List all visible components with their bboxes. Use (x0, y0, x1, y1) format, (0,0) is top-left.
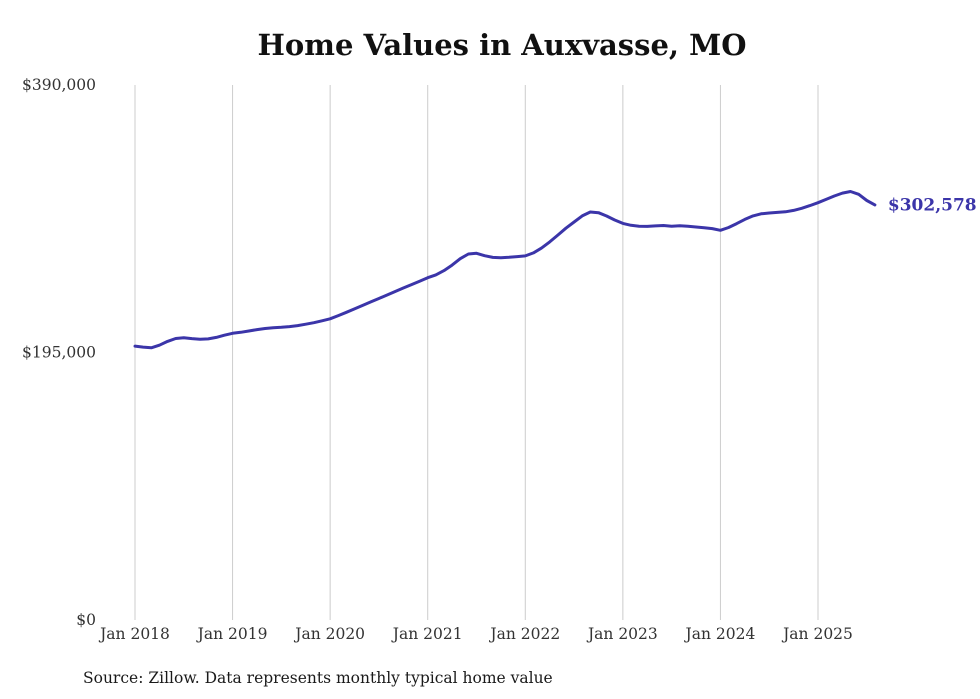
y-axis-labels: $0 $195,000 $390,000 (22, 76, 96, 629)
x-tick-label: Jan 2020 (293, 625, 365, 643)
x-tick-label: Jan 2018 (98, 625, 170, 643)
x-tick-label: Jan 2023 (586, 625, 658, 643)
chart-title: Home Values in Auxvasse, MO (258, 28, 747, 62)
y-tick-label: $0 (76, 611, 96, 629)
y-tick-label: $390,000 (22, 76, 96, 94)
x-tick-label: Jan 2025 (781, 625, 853, 643)
y-tick-label: $195,000 (22, 344, 96, 362)
x-tick-label: Jan 2024 (684, 625, 756, 643)
end-value-label: $302,578 (888, 195, 977, 215)
x-tick-label: Jan 2019 (196, 625, 268, 643)
source-note: Source: Zillow. Data represents monthly … (83, 669, 553, 687)
x-tick-label: Jan 2022 (488, 625, 560, 643)
home-value-line (133, 190, 877, 350)
x-tick-label: Jan 2021 (391, 625, 463, 643)
x-axis-labels: Jan 2018 Jan 2019 Jan 2020 Jan 2021 Jan 2022… (98, 625, 853, 643)
gridlines (134, 85, 819, 620)
